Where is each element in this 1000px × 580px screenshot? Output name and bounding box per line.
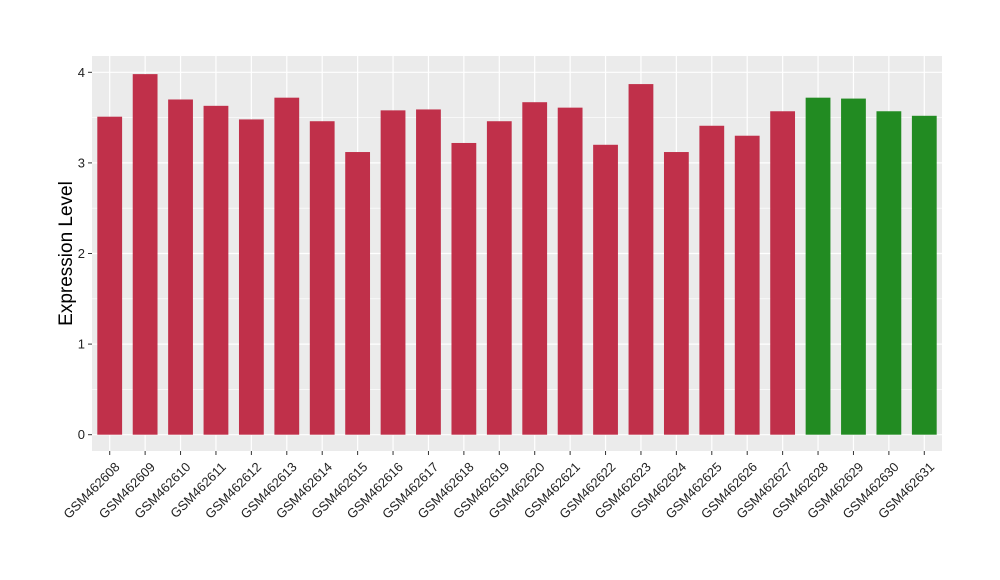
bar bbox=[663, 152, 689, 435]
bar bbox=[203, 105, 229, 435]
bar bbox=[380, 110, 406, 435]
bar bbox=[876, 111, 902, 435]
bar bbox=[770, 111, 796, 435]
bar bbox=[168, 99, 193, 435]
bar bbox=[522, 102, 548, 435]
bar bbox=[132, 74, 158, 435]
bar bbox=[238, 119, 264, 435]
bar bbox=[557, 107, 583, 435]
bar bbox=[97, 116, 123, 435]
y-tick-label: 4 bbox=[78, 65, 85, 80]
bar bbox=[734, 135, 760, 435]
y-axis-title: Expression Level bbox=[56, 181, 77, 326]
bar bbox=[486, 121, 512, 435]
x-axis: GSM462608GSM462609GSM462610GSM462611GSM4… bbox=[60, 451, 937, 522]
bar bbox=[699, 125, 725, 435]
minor-gridlines bbox=[92, 117, 942, 390]
bar bbox=[309, 121, 335, 435]
bar bbox=[345, 152, 371, 435]
bar bbox=[593, 144, 618, 435]
bar bbox=[841, 98, 866, 435]
bar bbox=[451, 142, 477, 435]
y-tick-label: 3 bbox=[78, 155, 85, 170]
y-axis: 0 1 2 3 4 bbox=[78, 65, 92, 442]
y-tick-label: 1 bbox=[78, 337, 85, 352]
bar bbox=[911, 115, 937, 435]
bar bbox=[274, 97, 300, 435]
bar bbox=[628, 84, 654, 435]
y-tick-label: 2 bbox=[78, 246, 85, 261]
bar bbox=[416, 109, 441, 435]
bars bbox=[97, 74, 937, 435]
y-tick-label: 0 bbox=[78, 427, 85, 442]
bar bbox=[805, 97, 831, 435]
